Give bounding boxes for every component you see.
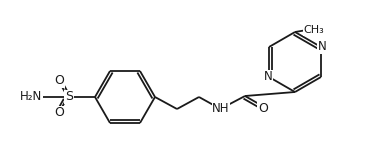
Text: O: O [54, 106, 64, 119]
Text: S: S [65, 90, 73, 104]
Text: H₂N: H₂N [20, 90, 42, 104]
Text: O: O [54, 74, 64, 88]
Text: N: N [264, 71, 272, 83]
Text: CH₃: CH₃ [304, 25, 324, 35]
Text: O: O [258, 102, 268, 114]
Text: N: N [318, 40, 326, 53]
Text: NH: NH [212, 103, 230, 116]
